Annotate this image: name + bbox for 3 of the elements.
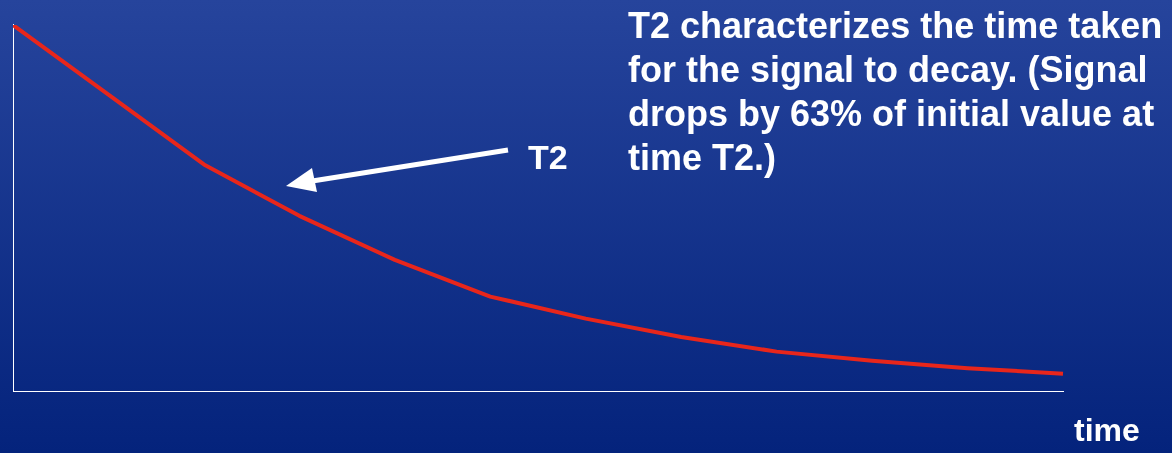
annotation: T2 bbox=[528, 138, 568, 177]
annotation: T2 characterizes the time taken for the signal to decay. (Signal drops by 63% of initial value at time T2.) bbox=[628, 4, 1164, 180]
x-axis-title: time bbox=[1074, 412, 1140, 449]
